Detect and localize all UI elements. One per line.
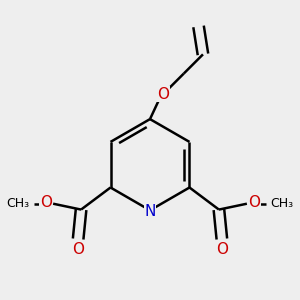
Text: O: O <box>248 195 260 210</box>
Text: O: O <box>216 242 228 257</box>
Text: O: O <box>72 242 84 257</box>
Text: O: O <box>40 195 52 210</box>
Text: N: N <box>144 204 156 219</box>
Text: CH₃: CH₃ <box>7 197 30 210</box>
Text: O: O <box>157 87 169 102</box>
Text: CH₃: CH₃ <box>270 197 293 210</box>
